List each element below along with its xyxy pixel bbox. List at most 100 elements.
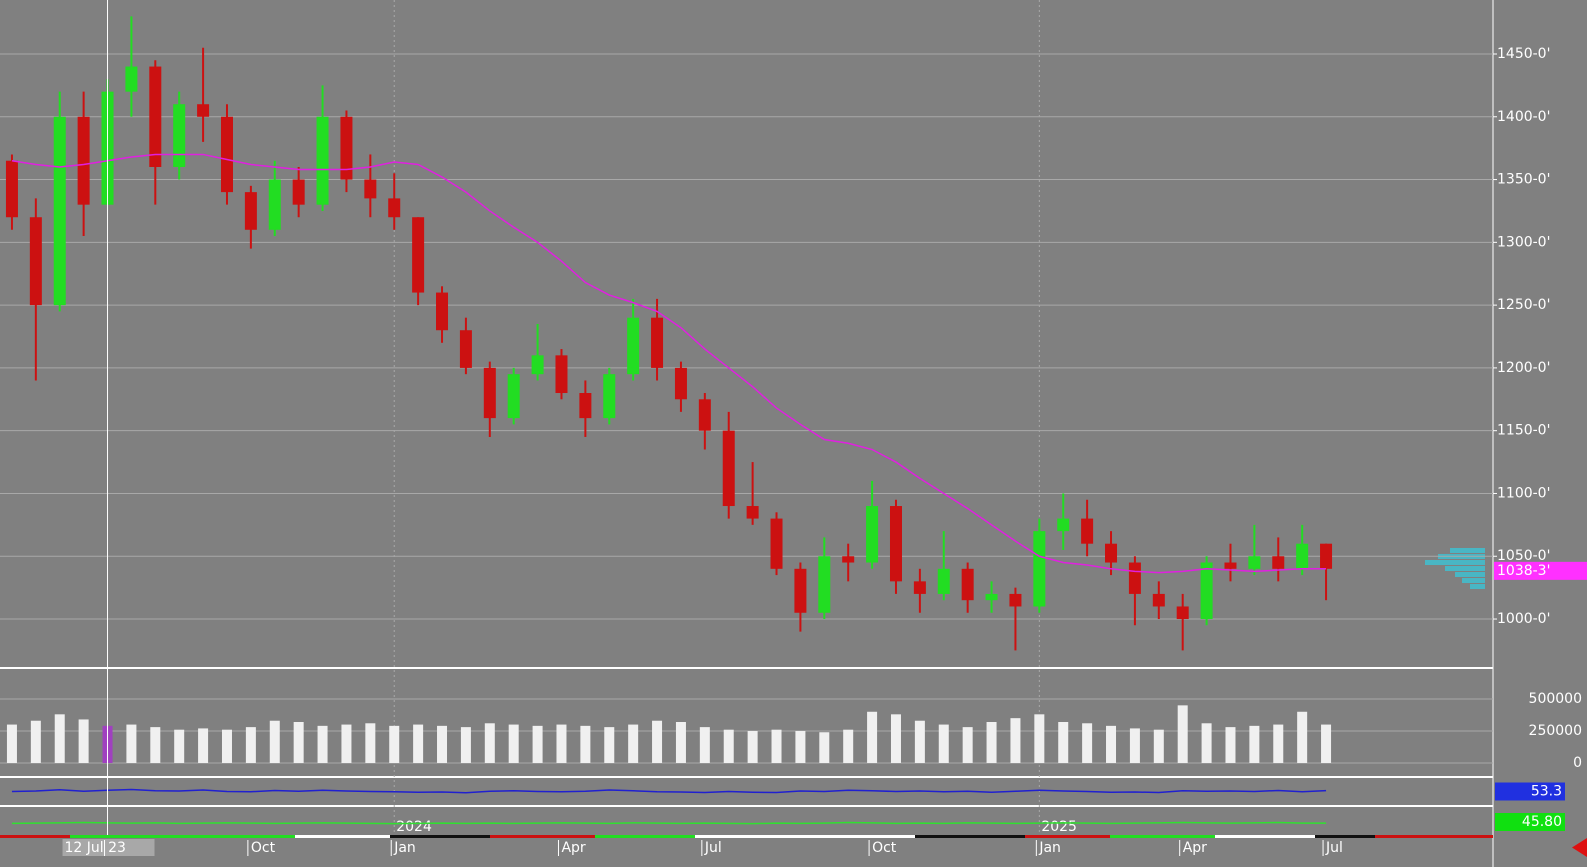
profile-bar [1450,548,1485,553]
candle-body [985,593,998,601]
x-tick-label: Oct [251,840,276,856]
session-strip [0,835,1493,838]
candle-body [220,116,233,193]
y-tick-label: 1350-0' [1497,172,1550,188]
y-tick-label: 1200-0' [1497,360,1550,376]
volume-bar [293,722,304,763]
volume-bar [938,724,949,763]
volume-bar [484,723,495,763]
volume-bar [389,725,400,763]
candle-body [794,568,807,613]
profile-bar [1470,584,1485,589]
candle-body [1248,556,1261,569]
candle-body [913,581,926,594]
profile-bar [1455,572,1485,577]
volume-bar [604,727,615,763]
candle-body [770,518,783,569]
volume-bar [771,729,782,763]
candle-body [1320,543,1333,569]
indicator-value-label: 45.80 [1522,814,1562,830]
volume-bar [628,724,639,763]
y-tick-label: 0 [1573,755,1582,771]
candle-body [77,116,90,205]
candle-body [244,192,257,230]
candle-body [29,217,42,306]
candle-body [627,317,640,375]
candle-body [866,506,879,563]
candle-body [1152,593,1165,607]
volume-bar [1129,728,1140,763]
candle-body [1224,562,1237,569]
candle-body [1128,562,1141,594]
candle-body [1009,593,1022,607]
volume-bar [78,719,89,763]
x-tick-label: Oct [872,840,897,856]
volume-bar [867,711,878,763]
volume-bar [1177,705,1188,763]
volume-bar [365,723,376,763]
volume-bar [6,724,17,763]
volume-bar [580,725,591,763]
volume-bar [126,724,137,763]
candle-body [722,430,735,507]
volume-bar [1153,729,1164,763]
candle-body [1272,556,1285,569]
strip [1215,835,1315,838]
volume-bar [699,727,710,763]
x-tick-label: Jul [1325,840,1343,856]
volume-bar [532,725,543,763]
year-label: 2024 [396,819,432,835]
price-marker [1494,561,1587,580]
volume-bar [723,729,734,763]
scroll-arrow[interactable] [1572,838,1587,857]
volume-bar [1225,727,1236,763]
y-tick-label: 1300-0' [1497,234,1550,250]
volume-bar [1106,725,1117,763]
candle-body [603,374,616,419]
volume-bar [1082,723,1093,763]
indicator-line [11,821,1327,825]
candle-body [818,556,831,613]
strip [1110,835,1215,838]
volume-bar [556,724,567,763]
candle-body [388,198,401,218]
candle-body [1105,543,1118,563]
volume-bar [747,730,758,763]
y-tick-label: 1100-0' [1497,485,1550,501]
candle-body [292,179,305,205]
candle-body [125,66,138,92]
y-tick-label: 1000-0' [1497,611,1550,627]
y-tick-label: 1400-0' [1497,109,1550,125]
candle-body [1296,543,1309,569]
strip [595,835,695,838]
strip [390,835,490,838]
candle-body [1057,518,1070,532]
volume-bar [269,720,280,763]
volume-bar [221,729,232,763]
candle-body [674,367,687,400]
volume-bar [819,732,830,763]
strip [1375,835,1493,838]
candle-body [459,330,472,368]
strip [915,835,1025,838]
indicator-value-box [1495,813,1565,831]
volume-bar [1010,718,1021,763]
candle-body [412,217,425,293]
volume-bar [437,725,448,763]
strip [695,835,915,838]
candle-body [149,66,162,167]
profile-bar [1425,560,1485,565]
candle-body [5,160,18,218]
candle-body [937,568,950,594]
y-tick-label: 1150-0' [1497,423,1550,439]
volume-bar [986,722,997,763]
x-tick-label: Jan [393,840,416,856]
volume-bar [1249,725,1260,763]
candle-body [173,104,186,167]
profile-bar [1445,566,1485,571]
indicator-line [11,788,1327,794]
candle-body [1176,606,1189,620]
volume-bar [1297,711,1308,763]
